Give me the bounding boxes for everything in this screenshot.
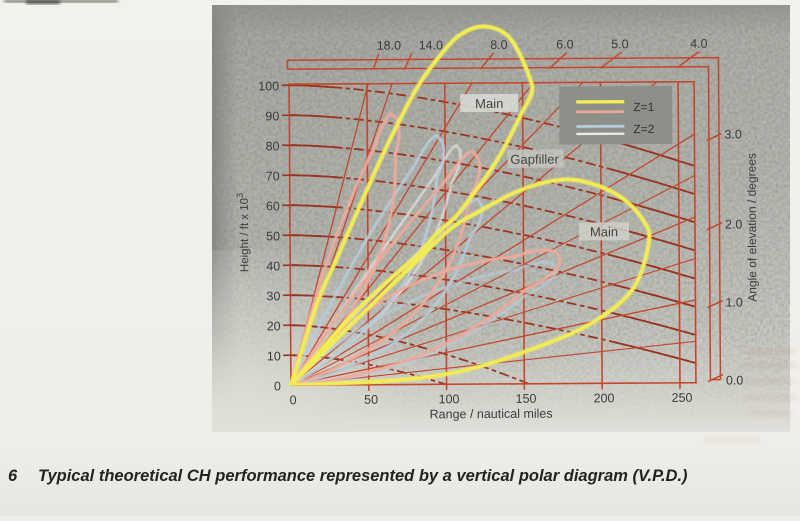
svg-text:Typical theoretical CH perform: Typical theoretical CH performance repre… — [38, 467, 688, 485]
svg-text:100: 100 — [439, 392, 460, 406]
svg-text:6: 6 — [8, 467, 18, 485]
svg-text:3.0: 3.0 — [724, 127, 742, 141]
svg-text:Main: Main — [590, 224, 618, 239]
svg-text:18.0: 18.0 — [377, 39, 401, 53]
svg-text:90: 90 — [265, 109, 279, 123]
svg-text:40: 40 — [266, 259, 280, 273]
svg-text:Z=1: Z=1 — [633, 100, 654, 114]
svg-text:Range / nautical miles: Range / nautical miles — [430, 407, 553, 422]
svg-text:Z=2: Z=2 — [633, 122, 654, 136]
svg-text:50: 50 — [266, 229, 280, 243]
svg-text:80: 80 — [266, 139, 280, 153]
svg-text:10: 10 — [267, 349, 281, 363]
svg-text:50: 50 — [364, 393, 378, 407]
svg-text:Angle of elevation / degrees: Angle of elevation / degrees — [745, 153, 760, 302]
svg-text:Main: Main — [475, 96, 503, 111]
svg-text:30: 30 — [266, 289, 280, 303]
svg-text:2.0: 2.0 — [725, 217, 743, 231]
svg-text:150: 150 — [516, 392, 537, 406]
svg-text:60: 60 — [266, 199, 280, 213]
svg-text:6.0: 6.0 — [556, 37, 574, 51]
svg-text:0: 0 — [290, 393, 297, 407]
svg-text:Gapfiller: Gapfiller — [510, 152, 559, 167]
svg-text:20: 20 — [267, 319, 281, 333]
svg-text:70: 70 — [266, 169, 280, 183]
svg-text:250: 250 — [672, 391, 693, 405]
svg-text:1.0: 1.0 — [725, 295, 743, 309]
svg-text:100: 100 — [258, 79, 279, 93]
svg-text:4.0: 4.0 — [690, 37, 708, 51]
svg-text:8.0: 8.0 — [490, 38, 508, 52]
svg-text:0: 0 — [274, 379, 281, 393]
svg-text:5.0: 5.0 — [611, 37, 629, 51]
svg-text:14.0: 14.0 — [419, 38, 443, 52]
svg-text:200: 200 — [594, 391, 615, 405]
svg-text:0.0: 0.0 — [726, 373, 744, 387]
